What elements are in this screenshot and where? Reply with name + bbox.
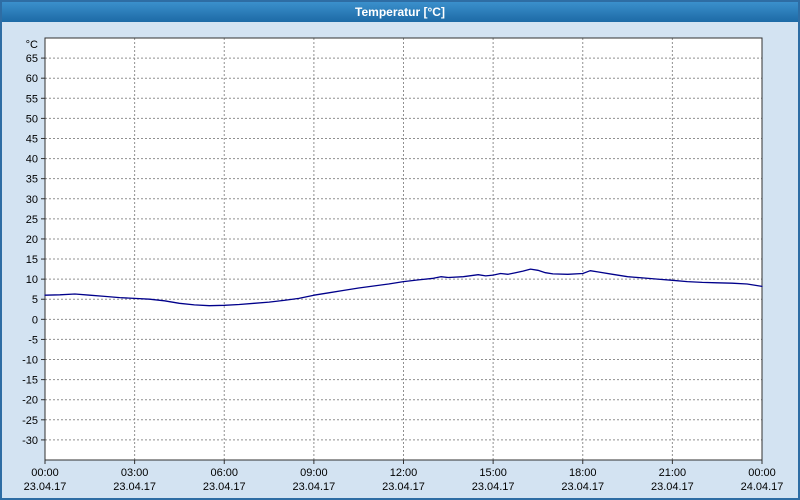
y-tick-label: -20: [22, 395, 38, 407]
y-tick-label: 45: [26, 133, 38, 145]
x-tick-time-label: 12:00: [390, 467, 418, 479]
y-tick-label: 55: [26, 93, 38, 105]
x-tick-time-label: 00:00: [31, 467, 59, 479]
y-tick-label: -15: [22, 375, 38, 387]
y-tick-label: 5: [32, 294, 38, 306]
y-tick-label: 40: [26, 154, 38, 166]
window-titlebar: Temperatur [°C]: [2, 2, 798, 22]
y-tick-label: 20: [26, 234, 38, 246]
chart-area: -30 -25 -20 -15 -10 -5 0 5 10 15 20 25 30 35 40 45 50 55 6…: [2, 22, 798, 498]
y-tick-label: 50: [26, 113, 38, 125]
y-tick-label: 30: [26, 194, 38, 206]
y-tick-label: 25: [26, 214, 38, 226]
window-title: Temperatur [°C]: [355, 5, 445, 19]
y-tick-label: -30: [22, 435, 38, 447]
x-tick-date-label: 23.04.17: [561, 481, 604, 493]
x-tick-date-label: 24.04.17: [741, 481, 784, 493]
x-tick-date-label: 23.04.17: [24, 481, 67, 493]
x-tick-time-label: 03:00: [121, 467, 149, 479]
x-tick-time-label: 06:00: [210, 467, 238, 479]
x-tick-date-label: 23.04.17: [651, 481, 694, 493]
y-tick-label: 35: [26, 174, 38, 186]
y-tick-label: 10: [26, 274, 38, 286]
x-tick-time-label: 09:00: [300, 467, 328, 479]
x-tick-date-label: 23.04.17: [292, 481, 335, 493]
x-tick-time-label: 18:00: [569, 467, 597, 479]
x-tick-date-label: 23.04.17: [382, 481, 425, 493]
y-tick-label: 15: [26, 254, 38, 266]
x-tick-date-label: 23.04.17: [203, 481, 246, 493]
y-axis-unit-label: °C: [26, 39, 38, 51]
plot-area: [45, 38, 762, 460]
y-tick-label: 0: [32, 314, 38, 326]
y-tick-label: 65: [26, 53, 38, 65]
x-tick-time-label: 21:00: [659, 467, 687, 479]
chart-line-temperatur: [44, 268, 763, 307]
temperature-chart: -30 -25 -20 -15 -10 -5 0 5 10 15 20 25 30 35 40 45 50 55 6…: [22, 37, 784, 493]
x-tick-date-label: 23.04.17: [472, 481, 515, 493]
y-tick-label: -10: [22, 355, 38, 367]
x-tick-date-label: 23.04.17: [113, 481, 156, 493]
y-tick-label: 60: [26, 73, 38, 85]
plot-border: [44, 37, 763, 461]
y-tick-label: -25: [22, 415, 38, 427]
y-tick-label: -5: [28, 334, 38, 346]
x-tick-time-label: 15:00: [479, 467, 507, 479]
x-tick-time-label: 00:00: [748, 467, 776, 479]
